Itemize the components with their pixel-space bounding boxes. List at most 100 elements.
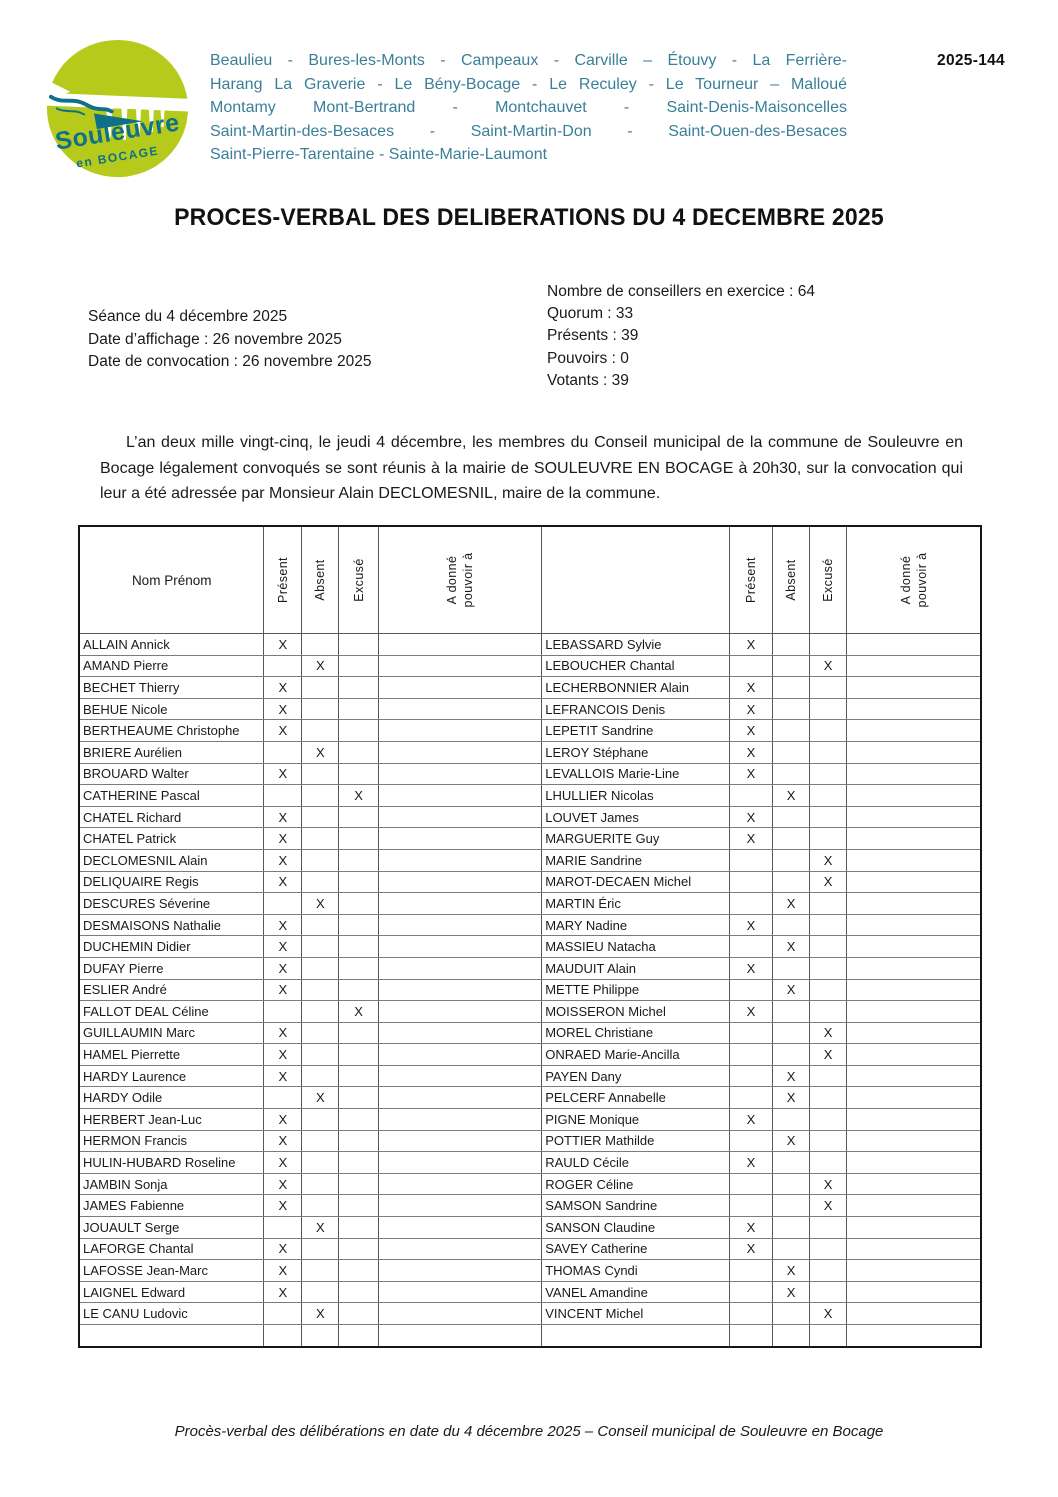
- present-cell-right: [728, 1259, 774, 1282]
- member-name-cell-right: RAULD Cécile: [541, 1151, 730, 1174]
- absent-cell-left: X: [301, 740, 340, 764]
- pouvoir-cell-right: [846, 762, 982, 786]
- member-name-cell-right: LEFRANCOIS Denis: [541, 697, 730, 721]
- absent-cell-left: [301, 697, 340, 721]
- table-row: DESCURES Séverine X MARTIN Éric X: [78, 892, 982, 915]
- present-cell-left: X: [263, 978, 303, 1002]
- table-row: [78, 1323, 982, 1348]
- table-row: HARDY Odile X PELCERF Annabelle X: [78, 1086, 982, 1110]
- table-row: CATHERINE Pascal X LHULLIER Nicolas X: [78, 784, 982, 807]
- absent-cell-left: X: [301, 1086, 340, 1110]
- present-cell-left: X: [263, 1194, 303, 1218]
- table-row: HAMEL Pierrette X ONRAED Marie-Ancilla X: [78, 1043, 982, 1066]
- excused-cell-right: [809, 1280, 848, 1304]
- present-cell-right: [728, 978, 774, 1002]
- excused-cell-right: [809, 1064, 848, 1088]
- pouvoir-cell-left: [377, 892, 543, 915]
- pouvoir-cell-right: [846, 1172, 982, 1196]
- present-cell-right: X: [728, 1237, 774, 1261]
- table-row: BEHUE Nicole X LEFRANCOIS Denis X: [78, 697, 982, 721]
- logo-bridge-graphic: [45, 39, 189, 178]
- pouvoir-cell-right: [846, 935, 982, 958]
- excused-cell-right: [809, 913, 848, 937]
- excused-cell-left: [338, 1129, 379, 1153]
- pouvoir-cell-left: [377, 956, 543, 980]
- communes-list: Beaulieu - Bures-les-Monts - Campeaux - …: [210, 49, 847, 167]
- pouvoir-cell-left: [377, 784, 543, 807]
- present-cell-right: [728, 1194, 774, 1218]
- pouvoir-cell-right: [846, 1086, 982, 1110]
- present-cell-right: [728, 848, 774, 872]
- absent-cell-left: [301, 1108, 340, 1131]
- pouvoir-cell-left: [377, 848, 543, 872]
- member-name-cell-right: SAVEY Catherine: [541, 1237, 730, 1261]
- present-cell-left: X: [263, 848, 303, 872]
- absent-cell-left: [301, 1151, 340, 1174]
- present-cell-left: X: [263, 935, 303, 958]
- member-name-cell-left: BERTHEAUME Christophe: [78, 719, 265, 742]
- excused-cell-left: [338, 1108, 379, 1131]
- pouvoir-cell-left: [377, 1216, 543, 1239]
- member-name-cell-right: ONRAED Marie-Ancilla: [541, 1043, 730, 1066]
- pouvoir-cell-right: [846, 1194, 982, 1218]
- excused-cell-right: [809, 892, 848, 915]
- pouvoir-cell-right: [846, 1237, 982, 1261]
- pouvoir-cell-right: [846, 870, 982, 894]
- member-name-cell-left: DELIQUAIRE Regis: [78, 870, 265, 894]
- present-cell-right: [728, 1172, 774, 1196]
- present-cell-left: X: [263, 1043, 303, 1066]
- present-cell-right: X: [728, 1000, 774, 1023]
- table-row: ESLIER André X METTE Philippe X: [78, 978, 982, 1002]
- member-name-cell-left: ESLIER André: [78, 978, 265, 1002]
- present-cell-right: X: [728, 633, 774, 656]
- present-cell-left: X: [263, 805, 303, 829]
- present-cell-left: [263, 1216, 303, 1239]
- present-cell-right: X: [728, 1216, 774, 1239]
- pouvoir-cell-left: [377, 935, 543, 958]
- present-cell-right: [728, 935, 774, 958]
- excused-cell-right: [809, 1323, 848, 1348]
- table-row: FALLOT DEAL Céline X MOISSERON Michel X: [78, 1000, 982, 1023]
- present-label: Présent: [743, 557, 758, 603]
- member-name-cell-right: MOREL Christiane: [541, 1021, 730, 1045]
- header-present-left: Présent: [263, 525, 303, 634]
- excused-cell-left: [338, 1172, 379, 1196]
- member-name-cell-left: LAFOSSE Jean-Marc: [78, 1259, 265, 1282]
- excused-cell-left: [338, 740, 379, 764]
- member-name-cell-left: BRIERE Aurélien: [78, 740, 265, 764]
- present-cell-right: [728, 1043, 774, 1066]
- header-excuse-left: Excusé: [338, 525, 379, 634]
- excused-cell-right: [809, 827, 848, 850]
- table-row: CHATEL Richard X LOUVET James X: [78, 805, 982, 829]
- excused-cell-right: X: [809, 870, 848, 894]
- present-cell-left: X: [263, 827, 303, 850]
- pouvoir-cell-right: [846, 1151, 982, 1174]
- present-label: Présent: [275, 557, 290, 603]
- member-name-cell-right: LEPETIT Sandrine: [541, 719, 730, 742]
- absent-cell-right: [772, 719, 811, 742]
- member-name-cell-right: LEVALLOIS Marie-Line: [541, 762, 730, 786]
- excused-cell-right: X: [809, 1021, 848, 1045]
- excused-cell-left: [338, 1194, 379, 1218]
- excused-cell-left: [338, 1280, 379, 1304]
- excused-cell-left: [338, 805, 379, 829]
- present-cell-left: [263, 740, 303, 764]
- absent-cell-left: [301, 1172, 340, 1196]
- absent-cell-right: X: [772, 892, 811, 915]
- member-name-cell-right: PAYEN Dany: [541, 1064, 730, 1088]
- absent-cell-right: [772, 1108, 811, 1131]
- present-cell-right: [728, 1302, 774, 1325]
- pouvoir-cell-left: [377, 913, 543, 937]
- member-name-cell-left: HULIN-HUBARD Roseline: [78, 1151, 265, 1174]
- absent-cell-right: X: [772, 978, 811, 1002]
- absent-cell-left: [301, 805, 340, 829]
- pouvoir-cell-right: [846, 1216, 982, 1239]
- pouvoir-cell-left: [377, 719, 543, 742]
- absent-cell-left: X: [301, 1216, 340, 1239]
- absent-cell-right: [772, 1216, 811, 1239]
- excused-cell-right: [809, 1259, 848, 1282]
- member-name-cell-left: BROUARD Walter: [78, 762, 265, 786]
- document-reference: 2025-144: [937, 52, 1005, 69]
- excused-cell-right: [809, 719, 848, 742]
- pouvoir-cell-left: [377, 1086, 543, 1110]
